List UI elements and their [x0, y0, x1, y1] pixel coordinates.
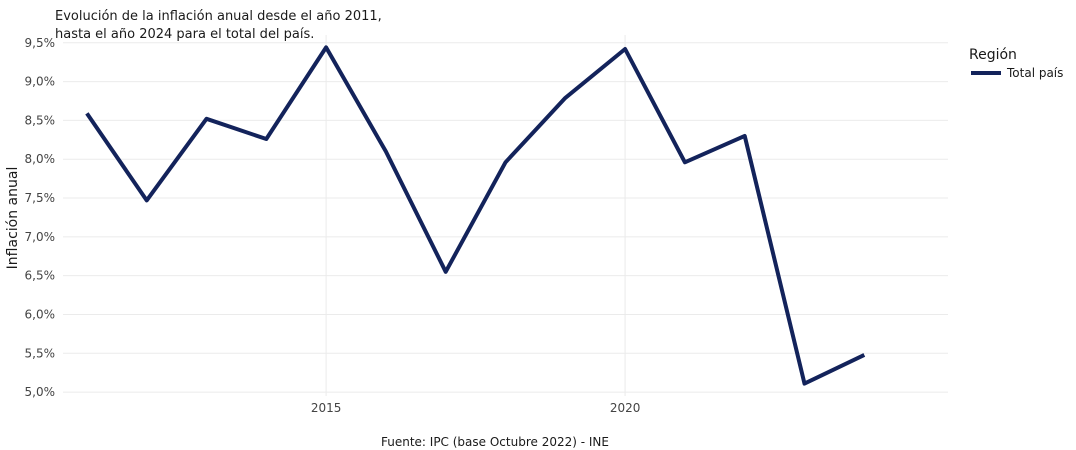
legend-item[interactable]: Total país	[971, 66, 1063, 80]
y-tick-label: 5,0%	[25, 385, 56, 399]
legend[interactable]: Región Total país	[969, 47, 1063, 80]
chart-title-line: Evolución de la inflación anual desde el…	[55, 9, 382, 24]
y-tick-label: 6,0%	[25, 307, 56, 321]
series-lines	[85, 45, 866, 386]
series-line[interactable]	[85, 45, 866, 386]
y-tick-label: 6,5%	[25, 269, 56, 283]
chart-title-line: hasta el año 2024 para el total del país…	[55, 27, 314, 42]
y-tick-label: 9,0%	[25, 75, 56, 89]
legend-label: Total país	[1006, 66, 1063, 80]
y-tick-label: 7,0%	[25, 230, 56, 244]
x-tick-label: 2015	[311, 401, 342, 415]
y-tick-label: 9,5%	[25, 36, 56, 50]
source-note: Fuente: IPC (base Octubre 2022) - INE	[381, 435, 609, 449]
grid	[63, 35, 948, 396]
y-axis-title: Inflación anual	[5, 167, 21, 270]
y-tick-label: 8,5%	[25, 113, 56, 127]
y-axis-ticks: 5,0% 5,5% 6,0% 6,5% 7,0% 7,5% 8,0% 8,5% 9,0% 9,5%	[25, 36, 56, 399]
y-tick-label: 5,5%	[25, 346, 56, 360]
x-tick-label: 2020	[610, 401, 641, 415]
chart-title: Evolución de la inflación anual desde el…	[55, 9, 382, 42]
legend-title: Región	[969, 47, 1017, 63]
x-axis-ticks: 2015 2020	[311, 401, 641, 415]
y-tick-label: 7,5%	[25, 191, 56, 205]
y-tick-label: 8,0%	[25, 152, 56, 166]
